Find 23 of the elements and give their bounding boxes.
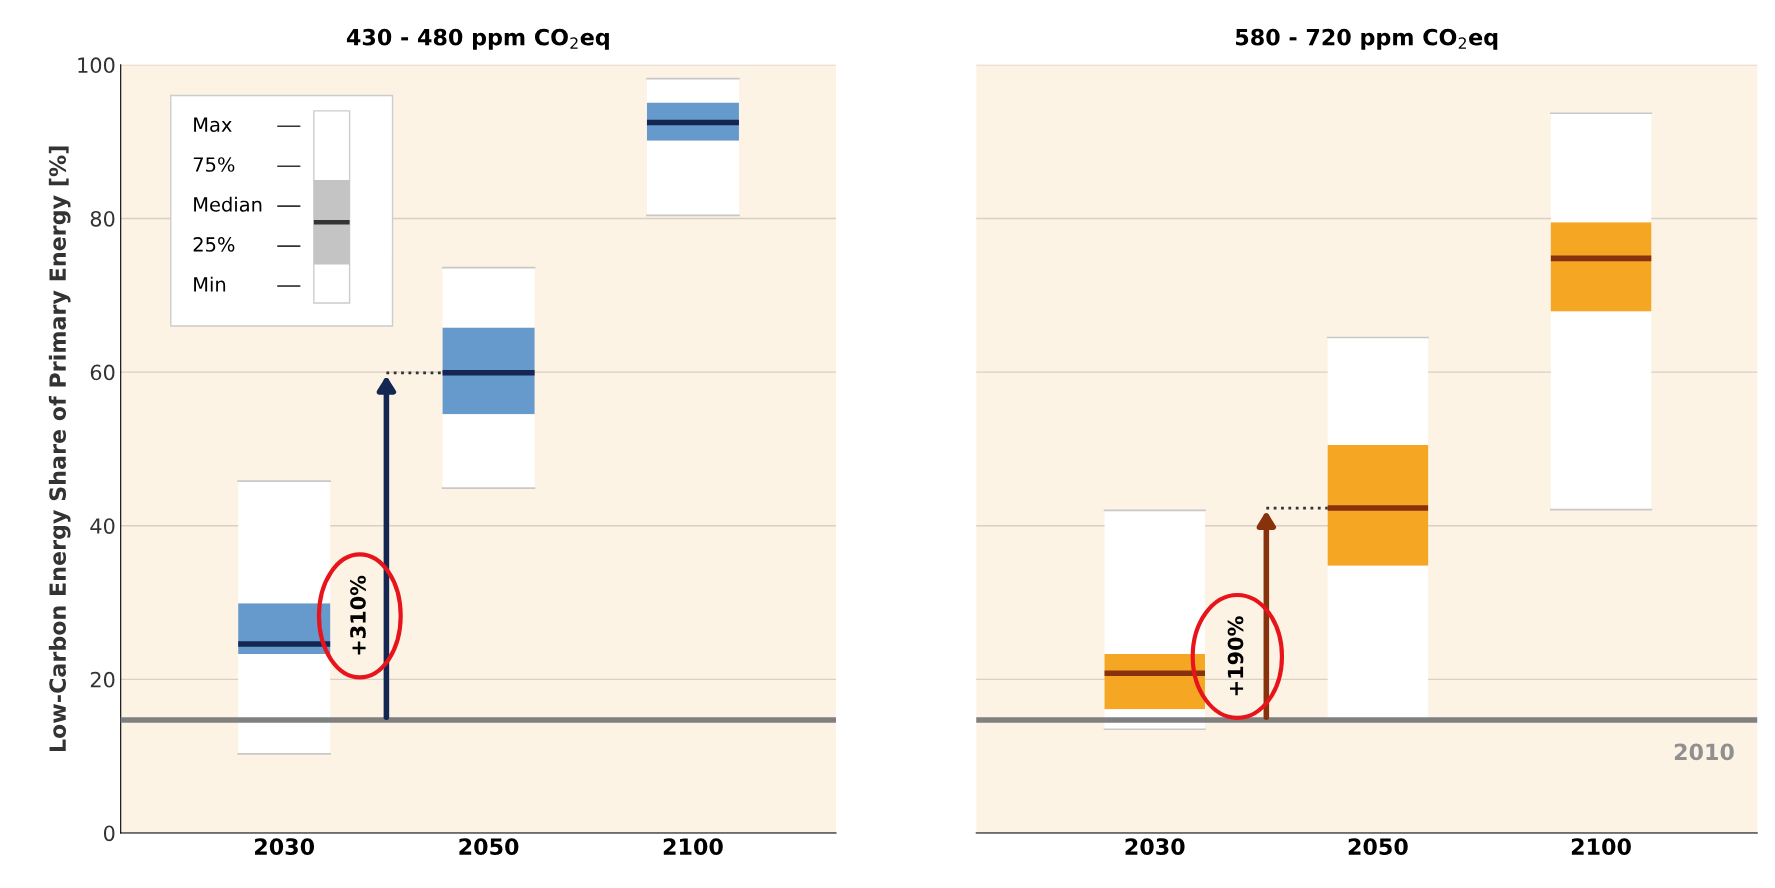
chart-title: 580 - 720 ppm CO$_{2}$eq — [1236, 28, 1498, 50]
x-tick-label: 2050 — [1348, 838, 1408, 856]
annotation: 2010 — [1674, 743, 1734, 761]
y-tick-label: 0 — [103, 825, 115, 842]
y-tick-label: 60 — [90, 364, 115, 381]
annotation: Max — [194, 117, 232, 132]
annotation: 25% — [193, 237, 235, 252]
annotation: +190% — [1227, 616, 1244, 696]
y-tick-label: 40 — [90, 518, 115, 534]
y-axis-title: Low-Carbon Energy Share of Primary Energy [%] — [48, 146, 71, 752]
x-tick-label: 2100 — [663, 838, 723, 856]
x-tick-label: 2100 — [1571, 838, 1631, 856]
y-tick-label: 80 — [90, 210, 115, 227]
annotation: +310% — [350, 575, 366, 655]
annotation: Min — [194, 276, 226, 292]
annotation: 75% — [193, 157, 235, 172]
x-tick-label: 2050 — [459, 838, 519, 856]
x-tick-label: 2030 — [1125, 838, 1185, 856]
y-tick-label: 100 — [78, 57, 115, 74]
x-tick-label: 2030 — [255, 838, 315, 856]
annotation: Median — [194, 196, 262, 212]
chart-title: 430 - 480 ppm CO$_{2}$eq — [346, 28, 609, 50]
y-tick-label: 20 — [90, 671, 115, 688]
